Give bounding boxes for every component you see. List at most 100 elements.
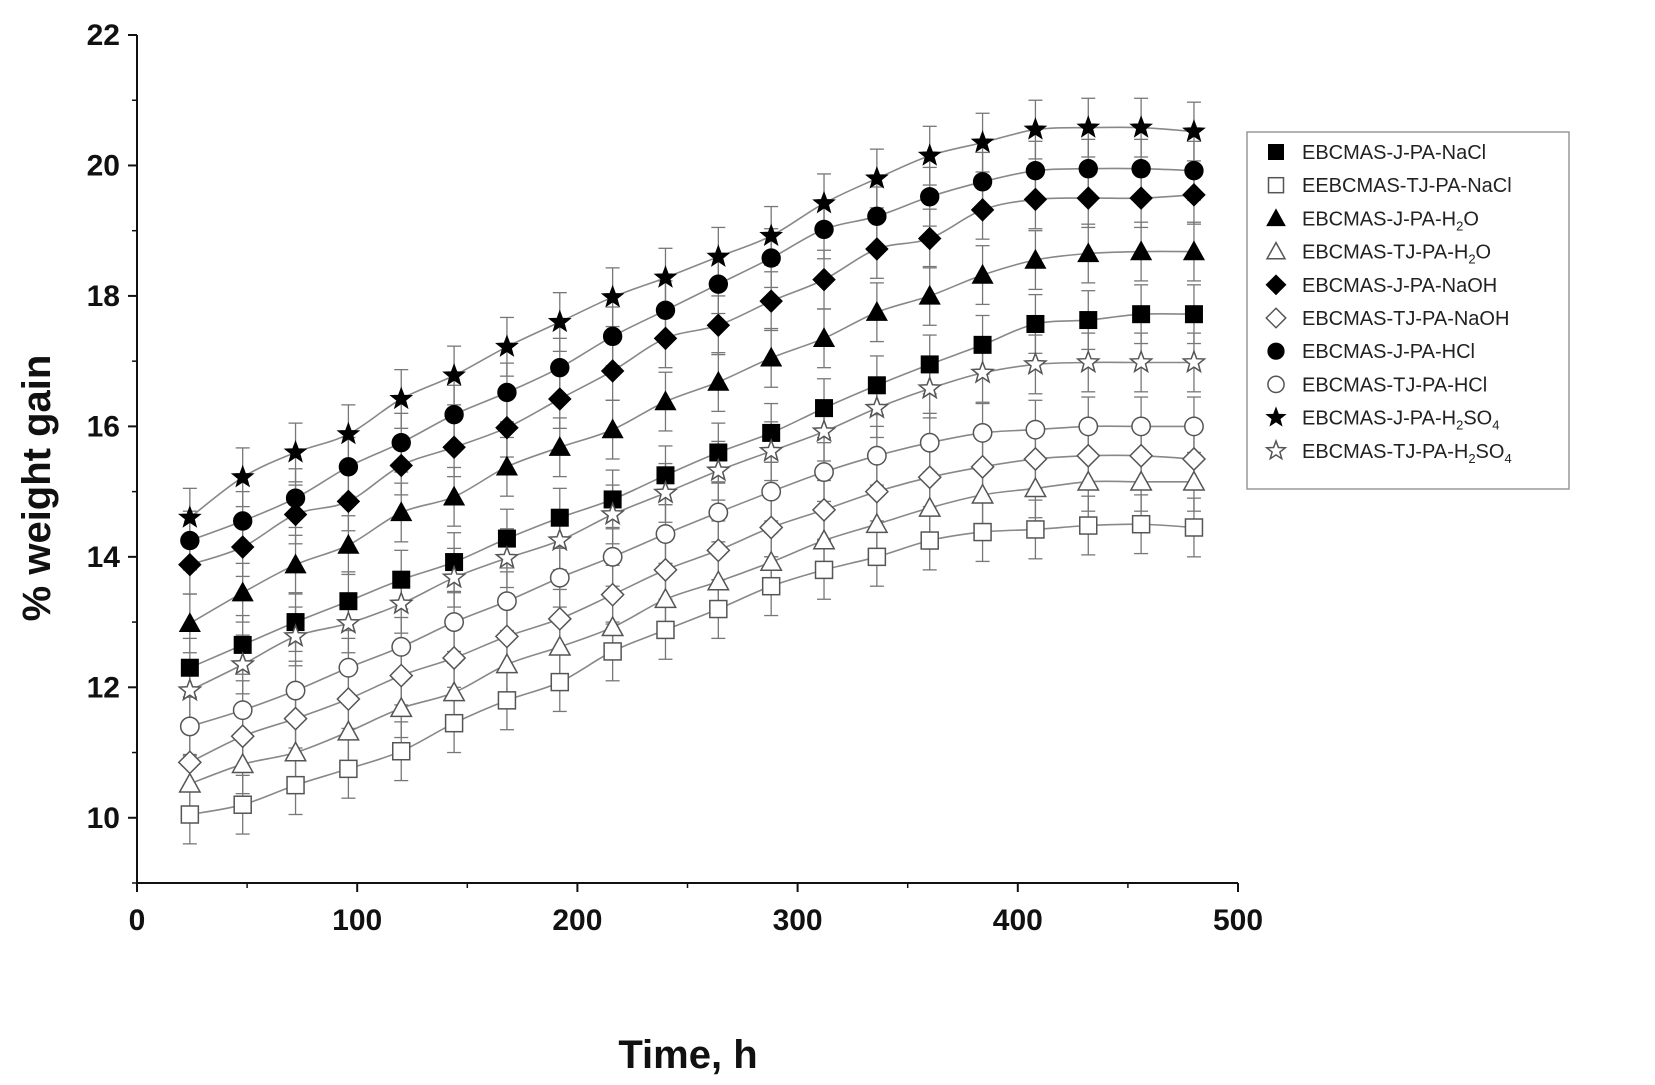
data-point <box>708 274 729 294</box>
data-point <box>811 497 837 522</box>
data-point <box>1131 159 1151 179</box>
data-point <box>867 547 887 567</box>
x-tick-label: 500 <box>1213 904 1263 937</box>
data-point <box>178 552 202 577</box>
data-point <box>917 226 942 251</box>
legend-label: EBCMAS-TJ-PA-NaOH <box>1302 308 1509 330</box>
data-point <box>336 421 361 445</box>
legend-marker <box>1265 307 1287 329</box>
data-point <box>759 289 783 313</box>
data-point <box>233 795 252 814</box>
data-point <box>336 719 360 741</box>
data-point <box>655 300 676 320</box>
data-point <box>917 375 943 400</box>
data-point <box>497 591 517 612</box>
legend-marker <box>1267 176 1285 194</box>
data-point <box>970 130 995 153</box>
legend-item: EBCMAS-J-PA-HCl <box>1267 341 1475 363</box>
data-point <box>655 524 676 544</box>
data-point <box>920 187 940 207</box>
data-point <box>283 440 308 463</box>
data-point <box>178 772 202 793</box>
data-point <box>919 432 940 453</box>
data-point <box>865 166 889 189</box>
data-point <box>814 560 834 580</box>
data-point <box>494 544 520 569</box>
legend-box <box>1246 131 1570 490</box>
data-point <box>338 457 359 477</box>
legend-item: EBCMAS-J-PA-NaOH <box>1265 274 1497 297</box>
data-point <box>918 284 941 305</box>
data-point <box>180 658 199 677</box>
y-tick-label: 20 <box>87 149 120 182</box>
data-point <box>602 546 623 567</box>
legend-marker <box>1267 342 1285 360</box>
data-point <box>656 620 675 640</box>
data-point <box>864 394 890 419</box>
series-curve <box>189 194 1195 566</box>
x-tick-label: 200 <box>552 904 602 937</box>
data-point <box>812 528 836 550</box>
legend-label: EBCMAS-J-PA-NaOH <box>1302 275 1497 297</box>
data-point <box>1129 186 1153 210</box>
data-point <box>547 527 573 552</box>
data-point <box>760 346 783 367</box>
data-point <box>603 642 622 661</box>
data-point <box>1182 470 1206 491</box>
legend-label: EBCMAS-TJ-PA-H2O <box>1302 242 1491 267</box>
data-point <box>335 610 361 635</box>
data-point <box>285 488 306 508</box>
data-point <box>494 624 520 649</box>
data-point <box>233 635 252 654</box>
data-point <box>1077 242 1100 263</box>
data-point <box>1184 305 1203 324</box>
data-point <box>1130 240 1153 261</box>
y-axis-title: % weight gain <box>15 355 59 622</box>
data-point <box>1079 311 1098 330</box>
data-point <box>339 759 358 779</box>
legend-label: EBCMAS-TJ-PA-HCl <box>1302 374 1487 396</box>
data-point <box>706 313 731 338</box>
data-point <box>867 376 886 395</box>
legend-marker <box>1265 406 1287 427</box>
data-point <box>497 529 516 548</box>
data-point <box>601 615 625 637</box>
data-point <box>495 652 519 674</box>
data-point <box>1131 416 1152 437</box>
data-point <box>1128 349 1154 374</box>
data-point <box>865 512 889 534</box>
data-point <box>443 485 466 506</box>
legend-label: EBCMAS-TJ-PA-H2SO4 <box>1302 441 1512 466</box>
data-point <box>1025 419 1046 440</box>
data-point <box>973 522 992 542</box>
data-point <box>761 248 781 268</box>
data-point <box>600 501 626 526</box>
legend-marker <box>1268 144 1284 160</box>
data-point <box>1076 470 1100 491</box>
legend-marker <box>1264 438 1288 461</box>
data-point <box>391 433 411 453</box>
data-point <box>759 515 784 540</box>
data-point <box>550 357 570 378</box>
data-point <box>867 206 887 227</box>
plot-axes: 0 100 200 300 400 500 10 12 14 16 18 20 22 <box>87 19 1263 937</box>
data-point <box>812 267 836 292</box>
data-point <box>547 606 572 631</box>
legend-marker <box>1265 274 1287 296</box>
data-point <box>758 437 784 462</box>
legend-item: EBCMAS-TJ-PA-H2SO4 <box>1264 438 1512 466</box>
data-point <box>444 612 465 633</box>
data-point <box>230 535 255 559</box>
data-point <box>970 359 996 384</box>
data-point <box>815 399 834 418</box>
data-point <box>547 309 572 333</box>
data-points <box>177 115 1207 824</box>
data-point <box>653 265 678 288</box>
legend: EBCMAS-J-PA-NaCl EEBCMAS-TJ-PA-NaCl EBCMAS… <box>1246 131 1570 490</box>
data-point <box>970 198 995 222</box>
data-point <box>390 501 413 522</box>
data-point <box>389 696 413 718</box>
data-point <box>336 489 361 514</box>
data-point <box>548 436 571 456</box>
